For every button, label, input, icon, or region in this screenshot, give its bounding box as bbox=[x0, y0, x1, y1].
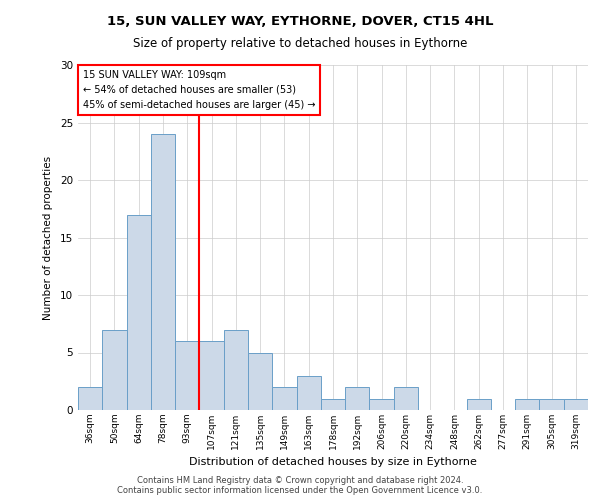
Bar bbox=[394, 387, 418, 410]
Bar bbox=[345, 387, 370, 410]
Bar bbox=[78, 387, 102, 410]
Bar bbox=[296, 376, 321, 410]
Bar bbox=[151, 134, 175, 410]
Bar bbox=[224, 330, 248, 410]
Bar bbox=[175, 341, 199, 410]
Bar bbox=[370, 398, 394, 410]
Text: 15 SUN VALLEY WAY: 109sqm
← 54% of detached houses are smaller (53)
45% of semi-: 15 SUN VALLEY WAY: 109sqm ← 54% of detac… bbox=[83, 70, 316, 110]
X-axis label: Distribution of detached houses by size in Eythorne: Distribution of detached houses by size … bbox=[189, 458, 477, 468]
Y-axis label: Number of detached properties: Number of detached properties bbox=[43, 156, 53, 320]
Bar bbox=[515, 398, 539, 410]
Text: 15, SUN VALLEY WAY, EYTHORNE, DOVER, CT15 4HL: 15, SUN VALLEY WAY, EYTHORNE, DOVER, CT1… bbox=[107, 15, 493, 28]
Text: Contains HM Land Registry data © Crown copyright and database right 2024.: Contains HM Land Registry data © Crown c… bbox=[137, 476, 463, 485]
Bar bbox=[539, 398, 564, 410]
Bar bbox=[199, 341, 224, 410]
Bar bbox=[272, 387, 296, 410]
Bar bbox=[127, 214, 151, 410]
Bar bbox=[467, 398, 491, 410]
Text: Contains public sector information licensed under the Open Government Licence v3: Contains public sector information licen… bbox=[118, 486, 482, 495]
Bar bbox=[321, 398, 345, 410]
Bar bbox=[564, 398, 588, 410]
Bar bbox=[102, 330, 127, 410]
Bar bbox=[248, 352, 272, 410]
Text: Size of property relative to detached houses in Eythorne: Size of property relative to detached ho… bbox=[133, 38, 467, 51]
